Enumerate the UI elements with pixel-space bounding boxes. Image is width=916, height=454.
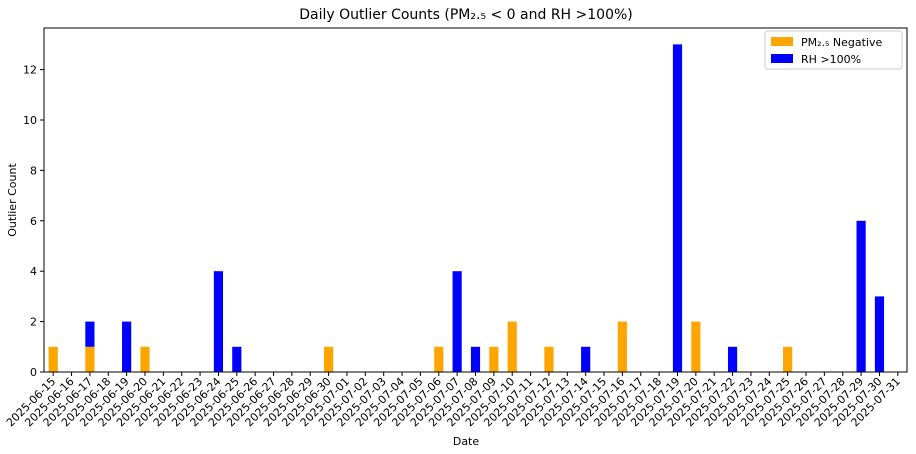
legend-swatch	[771, 54, 793, 63]
bar-rh-over-100-2025-07-07	[452, 271, 462, 372]
legend: PM₂.₅ Negative RH >100%	[764, 30, 903, 70]
bar-rh-over-100-2025-07-22	[727, 346, 738, 372]
y-tick-label: 10	[23, 114, 37, 127]
y-tick-label: 8	[30, 164, 37, 177]
y-tick-label: 0	[30, 366, 37, 379]
y-axis-label: Outlier Count	[6, 163, 19, 237]
y-tick-label: 2	[30, 316, 37, 329]
bar-rh-over-100-2025-06-19	[122, 321, 132, 372]
bar-rh-over-100-2025-07-08	[470, 346, 481, 372]
y-tick-label: 12	[23, 64, 37, 77]
bar-pm25-negative-2025-07-12	[544, 346, 554, 372]
legend-box	[764, 30, 903, 70]
bar-pm25-negative-2025-06-30	[324, 346, 334, 372]
bar-rh-over-100-2025-07-29	[856, 220, 866, 372]
bar-pm25-negative-2025-07-10	[507, 321, 517, 372]
y-tick-label: 6	[30, 215, 37, 228]
bar-pm25-negative-2025-06-17	[85, 346, 95, 372]
bars-layer	[48, 44, 885, 372]
plot-frame	[43, 27, 908, 373]
legend-label: RH >100%	[801, 53, 861, 66]
bar-pm25-negative-2025-06-15	[48, 346, 58, 372]
bar-pm25-negative-2025-07-25	[783, 346, 793, 372]
bar-rh-over-100-2025-07-14	[581, 346, 591, 372]
bar-rh-over-100-2025-07-19	[672, 44, 683, 372]
bar-pm25-negative-2025-07-09	[489, 346, 499, 372]
legend-label: PM₂.₅ Negative	[801, 36, 883, 49]
bar-pm25-negative-2025-07-06	[434, 346, 444, 372]
bar-rh-over-100-2025-06-24	[213, 271, 224, 372]
bar-pm25-negative-2025-07-20	[691, 321, 701, 372]
chart-title: Daily Outlier Counts (PM₂.₅ < 0 and RH >…	[299, 7, 633, 23]
legend-swatch	[771, 37, 793, 46]
bar-rh-over-100-2025-06-25	[232, 346, 242, 372]
axes-layer: 0246810122025-06-152025-06-162025-06-172…	[4, 27, 908, 429]
bar-pm25-negative-2025-06-20	[140, 346, 150, 372]
bar-rh-over-100-2025-07-30	[874, 296, 885, 372]
bar-pm25-negative-2025-07-16	[617, 321, 627, 372]
bar-rh-over-100-2025-06-17	[85, 321, 95, 347]
y-tick-label: 4	[30, 265, 37, 278]
x-axis-label: Date	[453, 435, 480, 448]
